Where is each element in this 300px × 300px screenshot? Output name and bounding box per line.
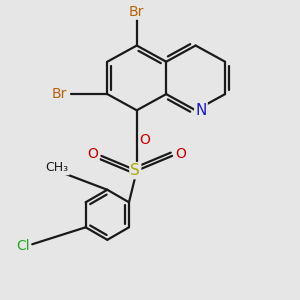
Text: S: S xyxy=(130,163,140,178)
Text: Br: Br xyxy=(52,87,67,101)
Text: O: O xyxy=(88,148,99,161)
Text: Cl: Cl xyxy=(16,239,30,253)
Text: Br: Br xyxy=(129,5,144,19)
Text: O: O xyxy=(175,148,186,161)
Text: CH₃: CH₃ xyxy=(46,161,69,174)
Text: O: O xyxy=(140,133,150,147)
Text: N: N xyxy=(195,103,207,118)
